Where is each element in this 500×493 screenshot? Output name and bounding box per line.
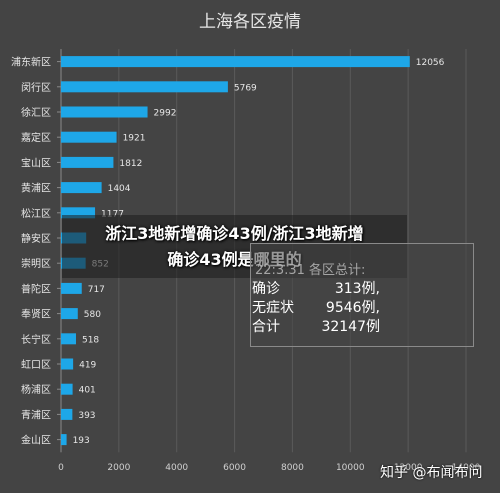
bar <box>61 81 228 93</box>
category-label: 徐汇区 <box>21 106 51 119</box>
category-label: 奉贤区 <box>21 308 51 321</box>
bar <box>61 282 82 294</box>
category-label: 黄浦区 <box>21 182 51 195</box>
caption-line-1: 浙江3地新增确诊43例/浙江3地新增 <box>105 224 364 243</box>
category-label: 普陀区 <box>21 282 51 295</box>
category-label: 长宁区 <box>21 333 51 346</box>
category-label: 静安区 <box>21 232 51 245</box>
value-label: 1921 <box>123 134 146 144</box>
x-tick-label: 0 <box>58 463 64 473</box>
summary-label: 无症状 <box>252 300 294 316</box>
x-tick-label: 8000 <box>281 463 304 473</box>
category-label: 虹口区 <box>21 359 51 371</box>
value-label: 393 <box>78 411 95 421</box>
bar <box>61 156 114 168</box>
summary-label: 合计 <box>252 319 280 335</box>
value-label: 2992 <box>154 109 177 119</box>
summary-value: 9546例, <box>325 300 380 316</box>
bar <box>61 56 410 68</box>
value-label: 1177 <box>101 209 124 219</box>
x-tick-label: 6000 <box>223 463 246 473</box>
summary-label: 确诊 <box>252 281 280 297</box>
value-label: 5769 <box>234 83 257 93</box>
value-label: 580 <box>84 310 101 320</box>
value-label: 193 <box>73 436 90 446</box>
value-label: 401 <box>79 386 96 396</box>
category-label: 崇明区 <box>21 258 51 270</box>
bar <box>61 358 74 370</box>
category-label: 宝山区 <box>21 156 51 169</box>
bar <box>61 383 73 395</box>
bar <box>61 408 73 420</box>
bar <box>61 333 76 345</box>
value-label: 717 <box>88 285 105 295</box>
x-tick-label: 10000 <box>336 463 365 473</box>
value-label: 12056 <box>416 58 445 68</box>
bar <box>61 308 78 320</box>
chart-title: 上海各区疫情 <box>199 12 301 32</box>
category-label: 嘉定区 <box>21 131 51 144</box>
bar <box>61 131 117 143</box>
bar <box>61 207 96 219</box>
summary-value: 313例, <box>334 281 380 297</box>
category-label: 金山区 <box>21 434 51 447</box>
summary-row-asymptomatic: 无症状 9546例, <box>252 297 380 317</box>
category-label: 青浦区 <box>21 408 51 421</box>
bar <box>61 106 148 118</box>
bar <box>61 182 102 194</box>
category-label: 杨浦区 <box>21 383 51 396</box>
x-tick-label: 4000 <box>165 463 188 473</box>
value-label: 419 <box>79 361 96 371</box>
summary-note-header: 22:3.31 各区总计: <box>255 263 366 278</box>
category-label: 松江区 <box>21 207 51 220</box>
summary-value: 32147例 <box>321 319 380 335</box>
value-label: 1404 <box>108 184 131 194</box>
x-tick-label: 12000 <box>394 463 423 473</box>
value-label: 518 <box>82 335 99 345</box>
watermark: 知乎 @布闻布问 <box>380 465 483 481</box>
value-label: 1812 <box>119 159 142 169</box>
category-label: 闵行区 <box>21 81 51 94</box>
category-label: 浦东新区 <box>11 56 51 69</box>
summary-note-box <box>250 243 474 347</box>
x-tick-label: 2000 <box>107 463 130 473</box>
x-tick-label: 14000 <box>452 463 481 473</box>
summary-row-total: 合计 32147例 <box>252 316 380 336</box>
summary-row-confirmed: 确诊 313例, <box>252 278 380 298</box>
bar <box>61 434 67 446</box>
